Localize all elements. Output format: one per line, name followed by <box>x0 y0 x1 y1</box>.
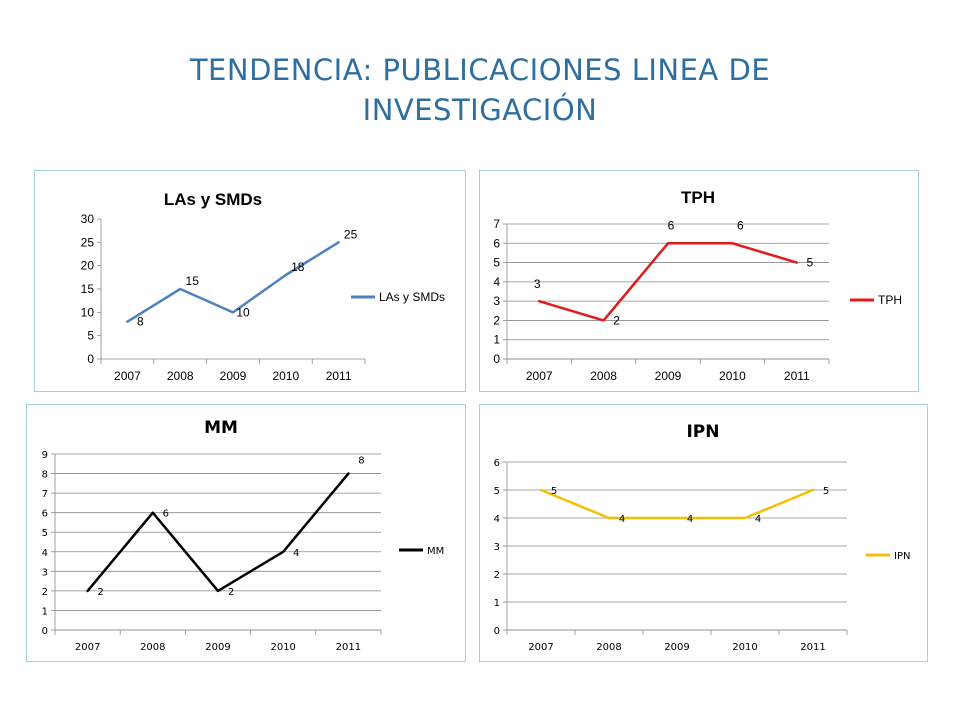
y-tick-label: 4 <box>493 275 500 289</box>
x-tick-label: 2007 <box>114 369 141 383</box>
chart-title: MM <box>204 418 238 438</box>
x-tick-label: 2008 <box>167 369 194 383</box>
data-label: 18 <box>291 260 305 274</box>
y-tick-label: 7 <box>493 217 500 231</box>
legend-label: LAs y SMDs <box>379 290 445 304</box>
x-tick-label: 2009 <box>205 642 230 653</box>
slide-title-line1: TENDENCIA: PUBLICACIONES LINEA DE <box>189 53 771 87</box>
data-label: 3 <box>534 277 541 291</box>
y-tick-label: 1 <box>494 598 500 609</box>
chart-svg: TPH 0 1 2 3 4 5 6 7 2007 2008 2009 2010 2011 3 2 6 6 5 TPH <box>493 188 902 383</box>
y-tick-label: 0 <box>42 626 48 637</box>
y-tick-label: 1 <box>493 333 500 347</box>
data-label: 5 <box>806 256 813 270</box>
series-line <box>537 242 799 322</box>
y-tick-label: 8 <box>42 470 48 481</box>
series-line <box>539 488 815 520</box>
y-tick-label: 0 <box>87 352 94 366</box>
y-tick-label: 5 <box>494 486 500 497</box>
chart-svg: IPN 0 1 2 3 4 5 6 2007 2008 2009 2010 2011 5 4 4 4 5 IPN <box>494 422 911 653</box>
data-label: 2 <box>97 587 103 598</box>
x-tick-label: 2011 <box>336 642 361 653</box>
y-tick-label: 5 <box>493 256 500 270</box>
x-tick-label: 2010 <box>270 642 295 653</box>
y-tick-label: 6 <box>42 509 48 520</box>
y-tick-label: 3 <box>42 567 48 578</box>
data-label: 5 <box>551 486 557 497</box>
x-tick-label: 2007 <box>75 642 100 653</box>
chart-title: LAs y SMDs <box>164 190 262 209</box>
x-tick-label: 2009 <box>664 642 689 653</box>
chart-title: TPH <box>681 188 715 207</box>
data-label: 4 <box>755 514 761 525</box>
series-line <box>126 241 340 323</box>
slide-title: TENDENCIA: PUBLICACIONES LINEA DE INVEST… <box>60 50 900 130</box>
data-label: 2 <box>613 313 620 327</box>
data-label: 4 <box>687 514 693 525</box>
data-label: 5 <box>823 486 829 497</box>
legend-label: MM <box>427 546 444 557</box>
y-tick-label: 6 <box>494 458 500 469</box>
x-tick-label: 2009 <box>655 369 682 383</box>
legend-label: IPN <box>894 551 910 562</box>
chart-panel-las-smds: LAs y SMDs 0 5 10 15 20 25 30 2007 2008 2009 2010 20… <box>34 170 466 392</box>
y-tick-label: 2 <box>493 313 500 327</box>
legend-label: TPH <box>878 293 902 307</box>
y-tick-label: 25 <box>81 235 95 249</box>
x-tick-label: 2009 <box>220 369 247 383</box>
y-tick-label: 4 <box>494 514 500 525</box>
x-tick-label: 2010 <box>272 369 299 383</box>
y-tick-label: 6 <box>493 236 500 250</box>
y-tick-label: 7 <box>42 489 48 500</box>
data-label: 6 <box>737 218 744 232</box>
data-label: 6 <box>163 509 169 520</box>
data-label: 8 <box>137 315 144 329</box>
chart-title: IPN <box>686 422 719 442</box>
x-tick-label: 2007 <box>528 642 553 653</box>
data-label: 15 <box>186 274 200 288</box>
data-label: 4 <box>293 548 299 559</box>
data-label: 10 <box>236 305 250 319</box>
y-tick-label: 0 <box>493 352 500 366</box>
chart-svg: MM 0 1 2 3 4 5 6 7 8 9 2007 2008 2009 2010 2011 2 6 2 4 8 MM <box>42 418 445 653</box>
x-tick-label: 2008 <box>590 369 617 383</box>
y-tick-label: 3 <box>494 542 500 553</box>
x-tick-label: 2011 <box>800 642 825 653</box>
slide-title-line2: INVESTIGACIÓN <box>362 93 598 127</box>
x-tick-label: 2008 <box>596 642 621 653</box>
x-tick-label: 2007 <box>526 369 553 383</box>
y-tick-label: 2 <box>494 570 500 581</box>
y-tick-label: 3 <box>493 294 500 308</box>
x-tick-label: 2011 <box>784 369 810 383</box>
y-tick-label: 5 <box>87 329 94 343</box>
chart-panel-tph: TPH 0 1 2 3 4 5 6 7 2007 2008 2009 2010 2011 3 2 6 6 5 TPH <box>479 170 919 392</box>
y-tick-label: 9 <box>42 450 48 461</box>
data-label: 25 <box>344 227 358 241</box>
x-tick-label: 2011 <box>326 369 352 383</box>
x-tick-label: 2010 <box>732 642 757 653</box>
x-tick-label: 2008 <box>140 642 165 653</box>
chart-panel-mm: MM 0 1 2 3 4 5 6 7 8 9 2007 2008 2009 2010 2011 2 6 2 4 8 MM <box>26 404 466 662</box>
y-tick-label: 4 <box>42 548 48 559</box>
y-tick-label: 10 <box>81 305 95 319</box>
data-label: 8 <box>358 456 364 467</box>
y-tick-label: 30 <box>81 212 95 226</box>
data-label: 4 <box>619 514 625 525</box>
chart-panel-ipn: IPN 0 1 2 3 4 5 6 2007 2008 2009 2010 2011 5 4 4 4 5 IPN <box>479 404 928 662</box>
y-tick-label: 15 <box>81 282 95 296</box>
chart-svg: LAs y SMDs 0 5 10 15 20 25 30 2007 2008 2009 2010 20… <box>81 190 445 383</box>
y-tick-label: 20 <box>81 259 95 273</box>
data-label: 2 <box>228 587 234 598</box>
y-tick-label: 0 <box>494 626 500 637</box>
data-label: 6 <box>668 218 675 232</box>
series-line <box>86 472 350 593</box>
y-tick-label: 5 <box>42 528 48 539</box>
y-tick-label: 2 <box>42 587 48 598</box>
y-tick-label: 1 <box>42 606 48 617</box>
x-tick-label: 2010 <box>719 369 746 383</box>
